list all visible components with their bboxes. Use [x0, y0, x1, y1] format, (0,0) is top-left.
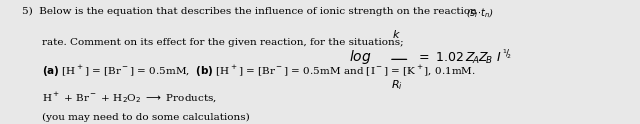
Text: H$^+$ + Br$^-$ + H$_2$O$_2$ $\longrightarrow$ Products,: H$^+$ + Br$^-$ + H$_2$O$_2$ $\longrighta…: [42, 90, 217, 105]
Text: rate. Comment on its effect for the given reaction, for the situations;: rate. Comment on its effect for the give…: [42, 38, 404, 47]
Text: ($s_i{\cdot}t_n$): ($s_i{\cdot}t_n$): [467, 7, 494, 20]
Text: $k$: $k$: [392, 28, 401, 40]
Text: $R_i$: $R_i$: [390, 78, 403, 92]
Text: $= \ 1.02\,Z_{\!A}Z_{\!B}\ I^{\,\mathit{^{1}\!/\!_{2}}}$: $= \ 1.02\,Z_{\!A}Z_{\!B}\ I^{\,\mathit{…: [416, 48, 512, 66]
Text: $\mathbf{(a)}$ [H$^+$] = [Br$^-$] = 0.5mM,  $\mathbf{(b)}$ [H$^+$] = [Br$^-$] = : $\mathbf{(a)}$ [H$^+$] = [Br$^-$] = 0.5m…: [42, 64, 476, 79]
Text: (you may need to do some calculations): (you may need to do some calculations): [42, 113, 250, 122]
Text: 5)  Below is the equation that describes the influence of ionic strength on the : 5) Below is the equation that describes …: [22, 7, 477, 16]
Text: $\mathit{log}$: $\mathit{log}$: [349, 48, 371, 66]
